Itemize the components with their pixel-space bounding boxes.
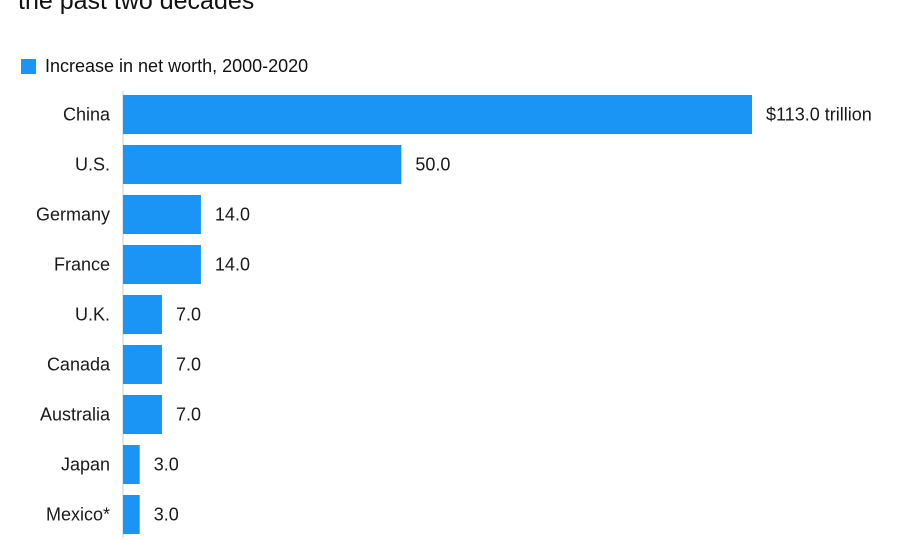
bar-china	[123, 95, 752, 134]
bar-canada	[123, 345, 162, 384]
data-label: 14.0	[215, 205, 250, 225]
data-label: 3.0	[154, 505, 179, 525]
data-label: 7.0	[176, 305, 201, 325]
category-label: Germany	[36, 205, 110, 225]
bar-u-s	[123, 145, 402, 184]
data-label: 7.0	[176, 355, 201, 375]
bar-mexico	[123, 495, 140, 534]
bar-u-k	[123, 295, 162, 334]
category-label: Mexico*	[46, 505, 110, 525]
category-label: U.S.	[75, 155, 110, 175]
bar-france	[123, 245, 201, 284]
category-label: China	[63, 105, 111, 125]
category-label: Australia	[40, 405, 111, 425]
chart-title: the past two decades	[18, 0, 255, 15]
data-label: 14.0	[215, 255, 250, 275]
bar-australia	[123, 395, 162, 434]
legend-label: Increase in net worth, 2000-2020	[45, 56, 309, 76]
category-label: Canada	[47, 355, 111, 375]
category-label: France	[54, 255, 110, 275]
category-label: Japan	[61, 455, 110, 475]
bar-japan	[123, 445, 140, 484]
data-label: 50.0	[415, 155, 450, 175]
data-label: 7.0	[176, 405, 201, 425]
bar-germany	[123, 195, 201, 234]
legend: Increase in net worth, 2000-2020	[21, 56, 308, 77]
data-label: $113.0 trillion	[766, 105, 872, 125]
data-label: 3.0	[154, 455, 179, 475]
chart-title-area: the past two decades	[18, 0, 888, 42]
legend-swatch	[21, 59, 36, 74]
category-label: U.K.	[75, 305, 110, 325]
